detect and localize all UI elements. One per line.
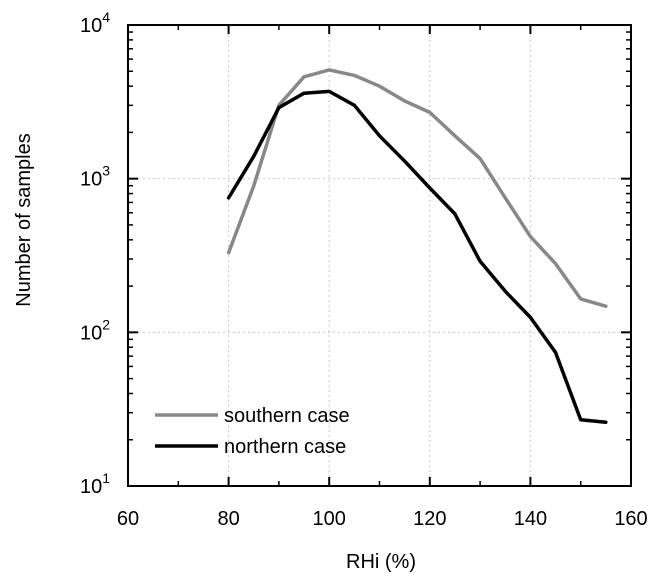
legend-label-southern-case: southern case: [224, 405, 350, 427]
plot-frame: [127, 24, 632, 487]
grid-lines: [128, 25, 631, 486]
x-tick-labels: 60 80 100 120 140 160: [117, 508, 648, 530]
southern-case-line: [226, 68, 608, 308]
y-axis-title: Number of samples: [13, 133, 35, 306]
series-lines: [226, 68, 608, 424]
x-tick-label: 60: [117, 508, 139, 530]
x-tick-label: 140: [514, 508, 547, 530]
y-tick-label: 103: [80, 163, 110, 191]
y-tick-label: 102: [80, 316, 110, 344]
x-tick-label: 160: [614, 508, 647, 530]
y-tick-exponent: 4: [102, 9, 110, 25]
y-tick-exponent: 1: [102, 470, 110, 486]
y-tick-exponent: 3: [102, 163, 110, 179]
northern-case-line: [226, 89, 608, 424]
y-tick-label: 104: [80, 9, 110, 37]
x-tick-label: 80: [217, 508, 239, 530]
x-axis-title: RHi (%): [346, 551, 416, 573]
x-tick-label: 100: [313, 508, 346, 530]
y-tick-exponent: 2: [102, 316, 110, 332]
y-tick-label: 101: [80, 470, 110, 498]
y-tick-labels: 101 102 103 104: [80, 9, 110, 498]
axis-ticks: [127, 24, 632, 487]
x-tick-label: 120: [413, 508, 446, 530]
legend: southern case northern case: [155, 405, 350, 458]
legend-label-northern-case: northern case: [224, 436, 346, 458]
